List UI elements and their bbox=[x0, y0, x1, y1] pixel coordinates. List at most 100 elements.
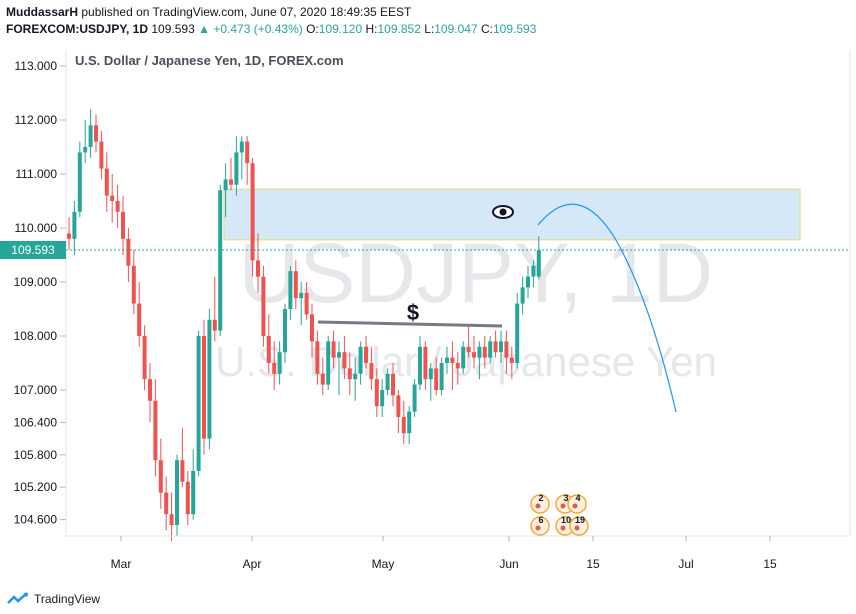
symbol-watermark: USDJPY, 1D U.S. Dollar / Japanese Yen bbox=[215, 226, 717, 385]
candle-body bbox=[272, 363, 277, 374]
event-label: 6 bbox=[538, 515, 543, 525]
candle-body bbox=[126, 238, 131, 266]
resistance-zone[interactable] bbox=[223, 188, 801, 241]
candle-body bbox=[439, 363, 444, 390]
candle-9 bbox=[115, 184, 120, 228]
price-tag-box bbox=[0, 240, 66, 259]
candle-body bbox=[196, 336, 201, 471]
candle-24 bbox=[196, 330, 201, 477]
candle-45 bbox=[310, 303, 314, 358]
candle-36 bbox=[261, 265, 266, 347]
candle-body bbox=[293, 271, 298, 299]
candle-7 bbox=[104, 152, 109, 212]
candle-48 bbox=[326, 336, 331, 390]
candle-17 bbox=[158, 438, 163, 509]
candle-61 bbox=[396, 390, 401, 434]
candle-body bbox=[396, 395, 401, 417]
event-marker-5: 19 bbox=[569, 515, 589, 536]
event-flag-icon bbox=[560, 525, 566, 531]
x-tick-label-2: May bbox=[372, 557, 395, 571]
candle-87 bbox=[536, 236, 541, 280]
event-flag-icon bbox=[535, 525, 541, 531]
y-tick-label-0: 113.000 bbox=[15, 59, 58, 73]
candle-body bbox=[121, 211, 125, 239]
candle-body bbox=[164, 492, 169, 515]
candle-34 bbox=[250, 157, 255, 277]
candle-body bbox=[207, 319, 212, 439]
candle-body bbox=[337, 352, 341, 358]
candle-body bbox=[326, 341, 331, 385]
x-tick-label-3: Jun bbox=[499, 557, 518, 571]
candle-body bbox=[288, 271, 293, 309]
candle-body bbox=[261, 276, 266, 336]
candle-33 bbox=[245, 136, 250, 185]
candle-25 bbox=[202, 319, 206, 455]
candle-body bbox=[353, 373, 358, 380]
candle-0 bbox=[67, 217, 71, 250]
last-price-tag: 109.593 bbox=[0, 240, 66, 259]
candle-12 bbox=[131, 249, 136, 315]
drawings[interactable]: $ bbox=[66, 203, 850, 413]
candle-27 bbox=[212, 276, 217, 342]
candle-72 bbox=[455, 352, 460, 385]
candle-body bbox=[385, 373, 390, 390]
candle-10 bbox=[121, 195, 125, 255]
candle-body bbox=[515, 303, 520, 363]
candle-body bbox=[401, 417, 406, 434]
author-name[interactable]: MuddassarH bbox=[6, 5, 79, 19]
candle-body bbox=[369, 363, 374, 380]
candle-49 bbox=[331, 330, 336, 369]
candle-body bbox=[239, 141, 244, 153]
event-circle bbox=[567, 494, 587, 514]
candle-57 bbox=[374, 368, 379, 417]
candle-73 bbox=[461, 341, 466, 374]
high-value: 109.852 bbox=[377, 22, 421, 36]
candle-body bbox=[488, 341, 493, 358]
tradingview-footer[interactable]: TradingView bbox=[6, 592, 100, 606]
candle-74 bbox=[466, 325, 471, 358]
candle-body bbox=[315, 341, 320, 374]
y-tick-label-6: 107.000 bbox=[14, 383, 58, 397]
candle-51 bbox=[342, 336, 347, 380]
candle-43 bbox=[299, 282, 304, 326]
candle-body bbox=[412, 384, 417, 412]
candle-body bbox=[218, 190, 223, 331]
candle-body bbox=[531, 265, 536, 277]
watermark-description: U.S. Dollar / Japanese Yen bbox=[215, 338, 717, 385]
candle-body bbox=[461, 346, 466, 369]
candle-body bbox=[423, 346, 428, 380]
last-price: 109.593 bbox=[151, 22, 195, 36]
y-tick-label-2: 111.000 bbox=[15, 167, 57, 181]
candle-83 bbox=[515, 292, 520, 369]
candle-body bbox=[223, 179, 228, 191]
open-label: O: bbox=[306, 22, 319, 36]
low-value: 109.047 bbox=[434, 22, 478, 36]
candle-body bbox=[428, 368, 433, 380]
candle-body bbox=[180, 460, 185, 482]
candle-body bbox=[72, 211, 77, 239]
close-value: 109.593 bbox=[492, 22, 537, 36]
candle-body bbox=[374, 379, 379, 407]
x-tick-label-1: Apr bbox=[243, 557, 262, 571]
chart-title: U.S. Dollar / Japanese Yen, 1D, FOREX.co… bbox=[75, 53, 344, 68]
candle-75 bbox=[472, 336, 476, 369]
candle-26 bbox=[207, 309, 212, 450]
chart-background bbox=[0, 42, 856, 578]
candle-23 bbox=[191, 449, 196, 520]
candle-31 bbox=[234, 136, 239, 196]
event-label: 19 bbox=[575, 515, 585, 525]
open-value: 109.120 bbox=[318, 22, 363, 36]
price-chart[interactable]: USDJPY, 1D U.S. Dollar / Japanese Yen 11… bbox=[0, 42, 856, 578]
tradingview-logo-icon bbox=[7, 592, 28, 604]
candle-85 bbox=[526, 265, 530, 299]
candle-body bbox=[364, 346, 368, 363]
events-markers[interactable]: 2 3 4 6 10 19 bbox=[530, 493, 589, 536]
candle-47 bbox=[320, 357, 325, 396]
candle-body bbox=[434, 368, 439, 390]
candle-body bbox=[77, 152, 82, 212]
candle-body bbox=[142, 336, 147, 380]
candle-body bbox=[455, 363, 460, 369]
candle-body bbox=[358, 346, 363, 374]
candle-1 bbox=[72, 201, 77, 255]
x-tick-label-0: Mar bbox=[111, 557, 132, 571]
